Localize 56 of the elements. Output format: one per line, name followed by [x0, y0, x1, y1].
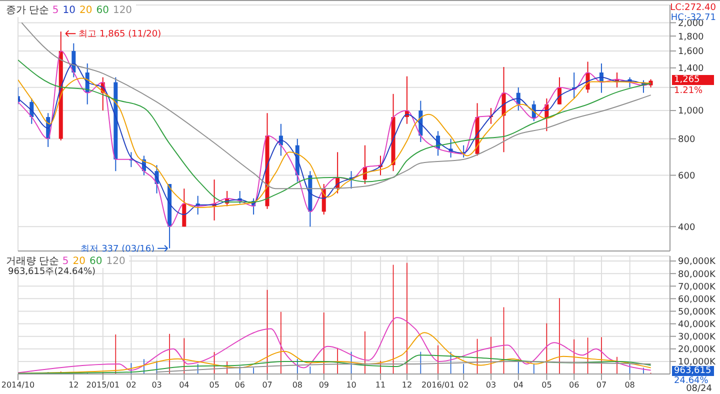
text: 10	[62, 5, 76, 16]
y-tick-label: 600	[678, 171, 696, 182]
x-tick-label: 09	[318, 380, 330, 390]
x-tick-label: 08	[624, 380, 635, 390]
text: 20	[72, 256, 86, 267]
x-tick-label: 11	[375, 380, 386, 390]
x-tick-label: 08	[292, 380, 303, 390]
text: 963,615	[672, 366, 714, 376]
x-tick-label: 07	[262, 380, 272, 390]
text: 60	[89, 256, 102, 267]
text: LC:272.40	[669, 3, 716, 13]
x-tick-label: 10	[346, 380, 356, 390]
x-tick-label: 2016/01	[421, 380, 455, 390]
text: 1,265	[672, 75, 714, 85]
text: 1.21%	[673, 86, 704, 96]
x-tick-label: 05	[209, 380, 220, 390]
legend-title: 종가 단순	[6, 5, 50, 16]
y-tick-label: 1,800	[678, 32, 704, 42]
x-tick-label: 12	[402, 380, 412, 390]
x-tick-label: 04	[179, 380, 190, 390]
y-tick-label: 30,000K	[678, 332, 716, 343]
legend-title: 거래량 단순	[6, 256, 60, 267]
y-tick-label: 90,000K	[678, 257, 716, 268]
x-tick-label: 06	[234, 380, 245, 390]
text: 20	[79, 5, 92, 16]
text: 5	[52, 5, 59, 16]
text: 120	[106, 256, 126, 267]
text: 120	[112, 5, 132, 16]
y-tick-label: 40,000K	[678, 320, 716, 330]
x-tick-label: 04	[513, 380, 524, 390]
y-tick-label: 80,000K	[678, 270, 716, 280]
y-tick-label: 1,400	[678, 64, 704, 74]
y-tick-label: 70,000K	[678, 282, 716, 292]
x-tick-label: 07	[596, 380, 607, 390]
annotation: 최고 1,865 (11/20)	[78, 30, 162, 40]
text: 5	[62, 256, 69, 267]
y-tick-label: 1,000	[678, 106, 704, 117]
x-tick-label: 03	[486, 380, 496, 390]
y-tick-label: 400	[678, 222, 696, 233]
text: 08/24	[685, 384, 712, 394]
x-tick-label: 2015/01	[86, 380, 120, 390]
x-tick-label: 12	[68, 380, 79, 390]
x-tick-label: 03	[152, 380, 162, 390]
x-tick-label: 06	[569, 380, 580, 390]
x-tick-label: 05	[542, 380, 552, 390]
y-tick-label: 800	[678, 135, 696, 145]
y-tick-label: 2,000	[678, 18, 704, 29]
y-tick-label: 50,000K	[678, 307, 716, 318]
x-tick-label: 2014/10	[1, 380, 35, 390]
x-tick-label: 02	[126, 380, 136, 390]
text: 60	[96, 5, 109, 16]
y-tick-label: 1,600	[678, 47, 704, 58]
x-tick-label: 02	[458, 380, 469, 390]
y-tick-label: 20,000K	[678, 345, 716, 356]
annotation: 963,615주(24.64%)	[7, 267, 96, 277]
y-tick-label: 60,000K	[678, 294, 716, 305]
